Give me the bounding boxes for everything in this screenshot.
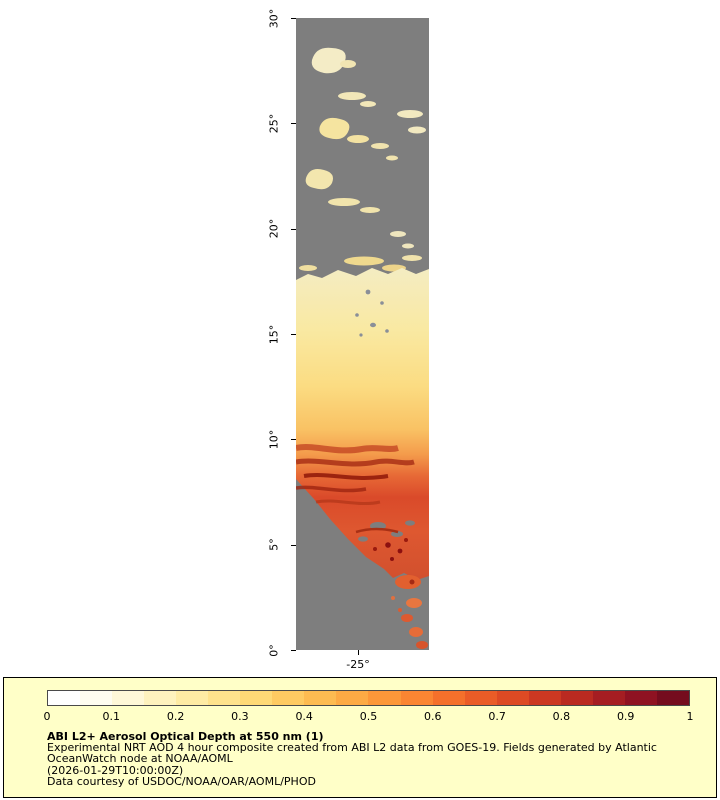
colorbar-segment bbox=[144, 691, 177, 705]
colorbar-tick-label: 0.3 bbox=[231, 710, 249, 723]
colorbar-tick-row: 0 0.1 0.2 0.3 0.4 0.5 0.6 0.7 0.8 0.9 1 bbox=[43, 710, 694, 724]
legend-timestamp: (2026-01-29T10:00:00Z) bbox=[47, 764, 184, 777]
latitude-tick-label: 10° bbox=[267, 429, 281, 450]
colorbar-tick-label: 1 bbox=[686, 710, 694, 723]
longitude-tick-mark bbox=[358, 650, 359, 655]
colorbar-tick-label: 0.2 bbox=[166, 710, 185, 723]
colorbar-segment bbox=[304, 691, 337, 705]
latitude-tick-mark bbox=[291, 544, 296, 546]
legend-panel: 0 0.1 0.2 0.3 0.4 0.5 0.6 0.7 0.8 0.9 1 ABI L2+ Ae… bbox=[3, 677, 717, 798]
latitude-tick-label: 25° bbox=[267, 113, 281, 134]
colorbar-segment bbox=[528, 691, 561, 705]
colorbar-segment bbox=[272, 691, 305, 705]
island-gaps bbox=[355, 289, 389, 337]
colorbar-tick-label: 0.9 bbox=[616, 710, 635, 723]
latitude-tick-label: 15° bbox=[267, 324, 281, 344]
colorbar-segment bbox=[624, 691, 657, 705]
colorbar-segment bbox=[336, 691, 369, 705]
latitude-tick-mark bbox=[291, 18, 296, 19]
colorbar-tick-label: 0.8 bbox=[552, 710, 571, 723]
latitude-tick-label: 30° bbox=[267, 8, 281, 28]
latitude-tick-label: 20° bbox=[267, 218, 281, 239]
longitude-tick-label: -25° bbox=[346, 658, 370, 671]
colorbar-segment bbox=[240, 691, 273, 705]
colorbar-tick-label: 0.1 bbox=[102, 710, 121, 723]
colorbar-segment bbox=[656, 691, 689, 705]
latitude-tick-mark bbox=[291, 439, 296, 441]
colorbar bbox=[47, 690, 690, 706]
latitude-tick-mark bbox=[291, 123, 296, 125]
mottled-region bbox=[355, 520, 415, 561]
colorbar-segment bbox=[208, 691, 241, 705]
latitude-tick-mark bbox=[291, 334, 296, 335]
colorbar-segment bbox=[400, 691, 433, 705]
colorbar-segment bbox=[368, 691, 401, 705]
colorbar-segment bbox=[496, 691, 529, 705]
colorbar-tick-label: 0.6 bbox=[424, 710, 442, 723]
colorbar-tick-label: 0 bbox=[43, 710, 51, 723]
aod-swath-map bbox=[296, 18, 429, 650]
legend-credit: Data courtesy of USDOC/NOAA/OAR/AOML/PHO… bbox=[47, 775, 316, 788]
map-panel: -25° 30° 25° 20° 15° 10° 5° 0° bbox=[268, 8, 429, 671]
colorbar-segment bbox=[80, 691, 113, 705]
high-aod-streaks bbox=[296, 444, 415, 506]
latitude-tick-label: 5° bbox=[267, 538, 281, 551]
cloud-patches bbox=[299, 47, 426, 272]
legend-description-line2: OceanWatch node at NOAA/AOML bbox=[47, 752, 233, 765]
latitude-tick-label: 0° bbox=[267, 643, 281, 657]
colorbar-tick-label: 0.5 bbox=[359, 710, 378, 723]
southern-patches bbox=[391, 575, 428, 649]
colorbar-segment bbox=[48, 691, 81, 705]
legend-description-line1: Experimental NRT AOD 4 hour composite cr… bbox=[47, 741, 657, 754]
colorbar-segment bbox=[464, 691, 497, 705]
latitude-tick-mark bbox=[291, 650, 296, 651]
latitude-tick-mark bbox=[291, 228, 296, 230]
colorbar-segment bbox=[560, 691, 593, 705]
colorbar-segment bbox=[112, 691, 145, 705]
legend-title: ABI L2+ Aerosol Optical Depth at 550 nm … bbox=[47, 730, 324, 743]
colorbar-segment bbox=[176, 691, 209, 705]
colorbar-tick-label: 0.4 bbox=[295, 710, 313, 723]
colorbar-segment bbox=[432, 691, 465, 705]
colorbar-tick-label: 0.7 bbox=[488, 710, 506, 723]
colorbar-segment bbox=[592, 691, 625, 705]
